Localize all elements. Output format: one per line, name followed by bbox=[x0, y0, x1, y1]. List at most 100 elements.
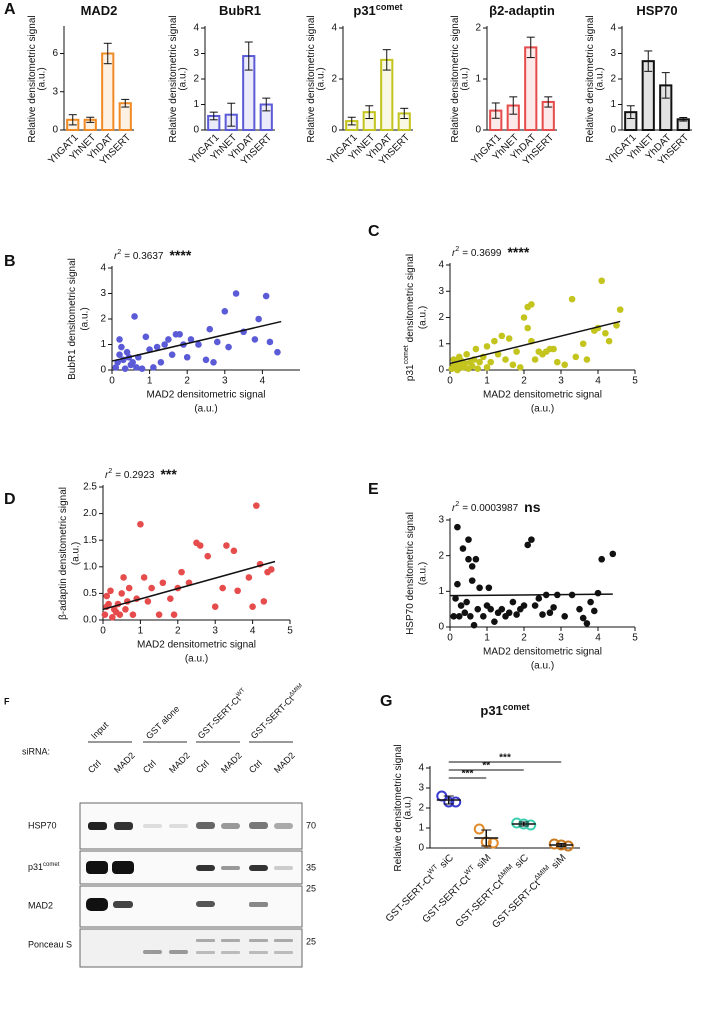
point bbox=[468, 563, 476, 570]
point bbox=[116, 336, 123, 343]
y-tick-label: 3 bbox=[438, 515, 444, 526]
y-axis-label: (a.u.) bbox=[595, 67, 606, 90]
point bbox=[455, 613, 463, 620]
y-tick-label: 4 bbox=[100, 263, 106, 274]
point bbox=[129, 611, 137, 618]
point bbox=[225, 343, 232, 351]
chart-title: MAD2 bbox=[81, 3, 118, 18]
chart-title: HSP70 bbox=[636, 3, 677, 18]
point bbox=[472, 345, 480, 353]
point bbox=[491, 618, 498, 625]
point bbox=[223, 542, 230, 549]
y-tick-label: 1 bbox=[438, 586, 444, 597]
point bbox=[457, 602, 465, 609]
y-tick-label: 0 bbox=[331, 125, 337, 136]
bar bbox=[524, 46, 538, 132]
y-axis-label: HSP70 densitometric signal bbox=[405, 512, 416, 635]
y-tick-label: 2 bbox=[438, 312, 444, 323]
lane-label: MAD2 bbox=[167, 750, 192, 775]
y-axis-label: (a.u.) bbox=[37, 67, 48, 90]
point bbox=[562, 840, 574, 852]
point bbox=[454, 523, 461, 531]
y-axis-label: Relative densitometric signal bbox=[450, 15, 461, 142]
point bbox=[498, 605, 506, 613]
y-axis-label: Relative densitometric signal bbox=[168, 15, 179, 142]
row-label: MAD2 bbox=[28, 900, 53, 910]
point bbox=[105, 600, 112, 608]
x-tick-label-part: WT bbox=[463, 864, 476, 877]
row-label: p31comet bbox=[28, 862, 60, 873]
x-tick-label: 3 bbox=[558, 633, 564, 644]
point bbox=[150, 364, 157, 371]
point bbox=[142, 333, 150, 341]
x-tick-label: 2 bbox=[521, 633, 527, 644]
x-tick-label: 0 bbox=[447, 376, 453, 387]
point bbox=[491, 337, 498, 345]
x-tick-label: GST-SERT-CtWTsiM bbox=[419, 851, 493, 925]
point bbox=[170, 611, 178, 618]
point bbox=[116, 611, 124, 618]
y-tick-label: 2 bbox=[610, 74, 616, 85]
point bbox=[598, 277, 605, 285]
y-axis-label-part: Relative densitometric signal bbox=[585, 15, 596, 142]
point bbox=[131, 313, 138, 320]
x-tick-label: 3 bbox=[558, 376, 564, 387]
point bbox=[274, 348, 281, 356]
point bbox=[505, 609, 513, 617]
y-tick-label: 4 bbox=[193, 23, 199, 34]
point bbox=[183, 353, 191, 361]
point bbox=[454, 366, 461, 374]
point bbox=[572, 353, 580, 361]
y-tick-label: 1.5 bbox=[83, 535, 97, 546]
significance-label: ** bbox=[482, 761, 490, 772]
point bbox=[454, 580, 461, 588]
stat-annotation: r2 = 0.2923 *** bbox=[105, 466, 177, 482]
stat-annotation-part: *** bbox=[160, 466, 177, 482]
point bbox=[232, 290, 240, 297]
point bbox=[511, 817, 523, 829]
stat-annotation: r2 = 0.3637 **** bbox=[114, 247, 192, 263]
point bbox=[255, 315, 262, 323]
x-tick-label-part: ΔMIM bbox=[533, 864, 551, 882]
point bbox=[505, 335, 513, 342]
marker-label: 70 bbox=[306, 820, 316, 830]
stat-annotation-part: = 0.3637 bbox=[124, 251, 164, 262]
point bbox=[109, 614, 116, 621]
x-axis-label: (a.u.) bbox=[531, 404, 554, 415]
x-tick-label-part: ΔMIM bbox=[496, 863, 514, 881]
point bbox=[498, 332, 506, 340]
y-tick-label: 2 bbox=[331, 74, 337, 85]
point bbox=[546, 609, 554, 617]
x-tick-label: 0 bbox=[100, 626, 106, 637]
point bbox=[568, 295, 576, 303]
y-axis-label: (a.u.) bbox=[418, 306, 429, 329]
x-tick-label: 1 bbox=[484, 376, 490, 387]
y-tick-label: 4 bbox=[438, 260, 444, 271]
point bbox=[465, 536, 472, 543]
point bbox=[120, 574, 127, 581]
point bbox=[202, 356, 210, 364]
y-tick-label: 2 bbox=[438, 550, 444, 561]
point bbox=[602, 329, 609, 337]
y-tick-label: 2.5 bbox=[83, 482, 97, 493]
point bbox=[579, 614, 587, 622]
y-tick-label: 2 bbox=[193, 74, 199, 85]
row-name: p31 bbox=[28, 862, 43, 872]
point bbox=[579, 340, 587, 348]
y-axis-label: Relative densitometric signal bbox=[27, 15, 38, 142]
significance-label: *** bbox=[499, 753, 511, 764]
point bbox=[178, 568, 185, 576]
point bbox=[219, 584, 226, 592]
panel-letter: G bbox=[380, 693, 392, 710]
x-tick-label: 5 bbox=[632, 376, 638, 387]
point bbox=[520, 314, 528, 321]
chart-title-part: p31 bbox=[353, 3, 375, 18]
marker-label: 25 bbox=[306, 883, 316, 893]
x-tick-label: 2 bbox=[175, 626, 181, 637]
y-tick-label: 1 bbox=[193, 99, 199, 110]
point bbox=[123, 348, 131, 356]
y-tick-label: 0 bbox=[100, 365, 106, 376]
x-tick-label: 1 bbox=[138, 626, 144, 637]
x-tick-label-part: WT bbox=[427, 863, 440, 876]
point bbox=[103, 592, 111, 600]
